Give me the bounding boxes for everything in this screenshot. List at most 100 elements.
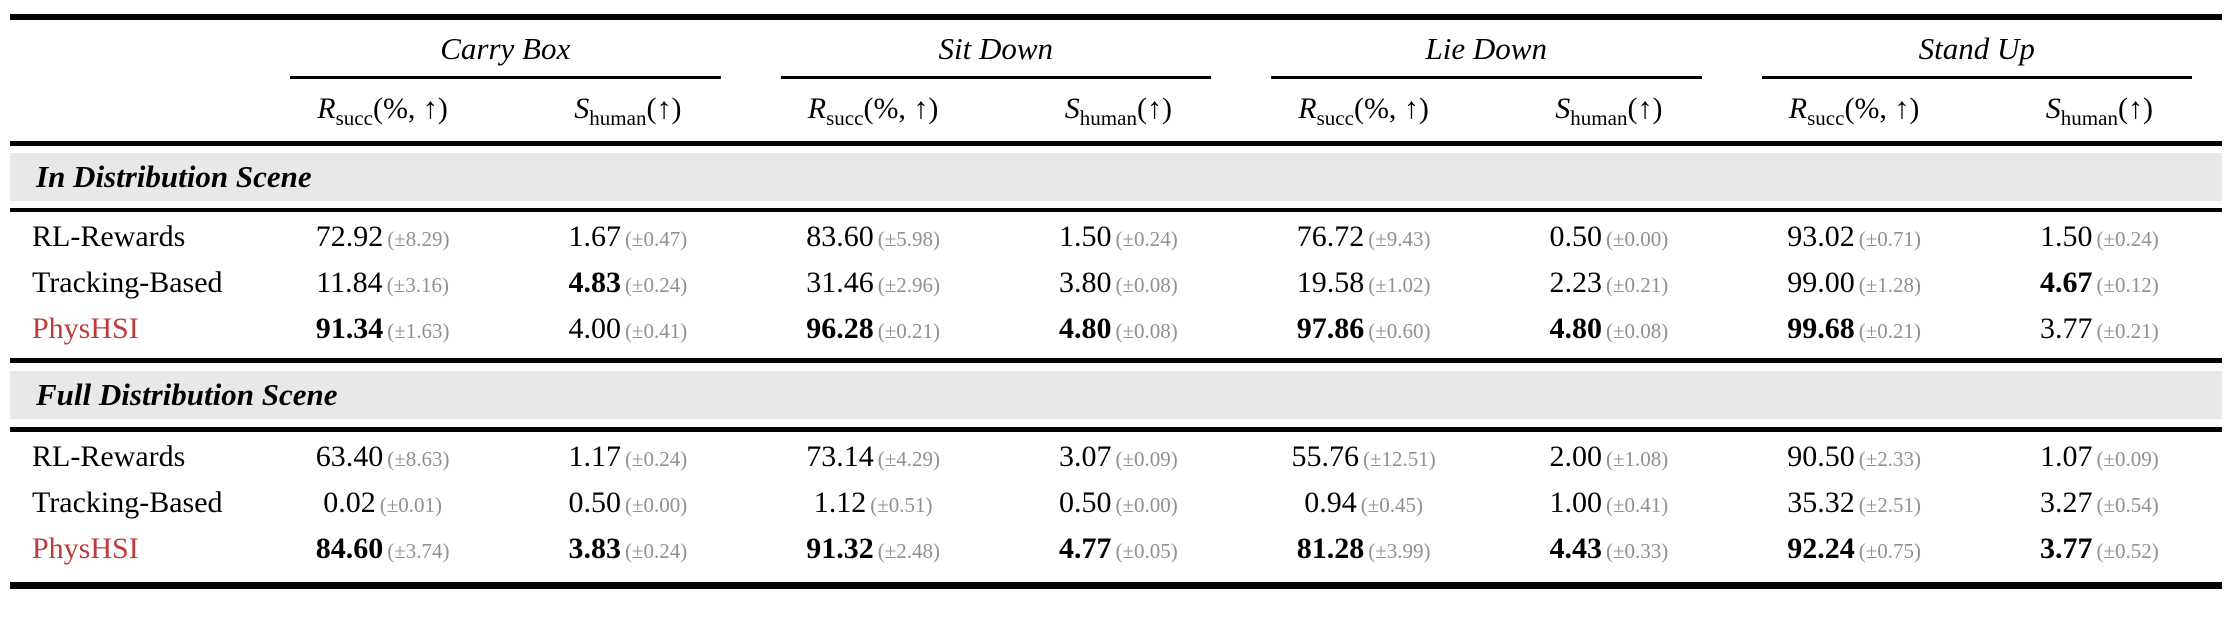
metric-args: (↑) — [646, 92, 682, 125]
metric-cell: 4.77 (±0.05) — [996, 532, 1241, 566]
metric-cell: 1.50 (±0.24) — [1977, 220, 2222, 254]
metric-symbol: R — [1298, 92, 1317, 125]
metric-std: (±12.51) — [1362, 447, 1436, 471]
metric-std: (±0.21) — [1605, 273, 1669, 297]
method-label: RL-Rewards — [32, 220, 186, 253]
metric-cell: 0.50 (±0.00) — [1486, 220, 1731, 254]
metric-header-shuman: Shuman(↑) — [1977, 79, 2222, 141]
metric-cell: 63.40 (±8.63) — [260, 440, 505, 474]
task-group-header-stand-up: Stand Up — [1732, 20, 2223, 79]
metric-symbol: S — [1555, 92, 1571, 125]
metric-value: 99.68 — [1787, 312, 1855, 345]
metric-value: 1.50 — [2039, 220, 2093, 253]
metric-cell: 35.32 (±2.51) — [1732, 486, 1977, 520]
metric-std: (±1.08) — [1605, 447, 1669, 471]
metric-value: 4.67 — [2039, 266, 2093, 299]
metric-cell: 55.76 (±12.51) — [1241, 440, 1486, 474]
metric-subscript: succ — [1807, 106, 1845, 130]
metric-cell: 1.67 (±0.47) — [505, 220, 750, 254]
section-header-full-distribution: Full Distribution Scene — [10, 371, 2222, 419]
metric-subscript: human — [1079, 106, 1137, 130]
section-header-in-distribution: In Distribution Scene — [10, 153, 2222, 201]
metric-subscript: human — [1570, 106, 1628, 130]
method-row-tracking-based: Tracking-Based 0.02 (±0.01) 0.50 (±0.00) 1… — [10, 480, 2222, 526]
metric-value: 3.07 — [1058, 440, 1112, 473]
metric-subscript: succ — [1316, 106, 1354, 130]
metric-header-rsucc: Rsucc(%, ↑) — [1732, 79, 1977, 141]
metric-cell: 2.23 (±0.21) — [1486, 266, 1731, 300]
metric-args: (↑) — [1627, 92, 1663, 125]
metric-std: (±0.60) — [1368, 319, 1431, 343]
metric-cell: 0.50 (±0.00) — [505, 486, 750, 520]
metric-std: (±8.29) — [387, 227, 450, 251]
metric-cell: 3.80 (±0.08) — [996, 266, 1241, 300]
metric-cell: 4.80 (±0.08) — [996, 312, 1241, 346]
metric-cell: 93.02 (±0.71) — [1732, 220, 1977, 254]
metric-std: (±0.51) — [870, 493, 933, 517]
method-label: PhysHSI — [32, 532, 139, 565]
metric-value: 3.77 — [2039, 312, 2093, 345]
metric-value: 1.50 — [1058, 220, 1112, 253]
metric-header-rsucc: Rsucc(%, ↑) — [260, 79, 505, 141]
task-group-title: Sit Down — [780, 30, 1211, 79]
metric-cell: 11.84 (±3.16) — [260, 266, 505, 300]
metric-std: (±0.24) — [2096, 227, 2159, 251]
metric-cell: 1.50 (±0.24) — [996, 220, 1241, 254]
metric-args: (%, ↑) — [1844, 92, 1920, 125]
metric-std: (±8.63) — [387, 447, 450, 471]
metric-std: (±4.29) — [877, 447, 940, 471]
metric-cell: 0.94 (±0.45) — [1241, 486, 1486, 520]
section-body: RL-Rewards 63.40 (±8.63) 1.17 (±0.24) 73.1… — [10, 432, 2222, 572]
metric-cell: 91.32 (±2.48) — [751, 532, 996, 566]
metric-std: (±9.43) — [1368, 227, 1431, 251]
metric-std: (±1.63) — [387, 319, 450, 343]
metric-std: (±0.08) — [1605, 319, 1669, 343]
metric-cell: 97.86 (±0.60) — [1241, 312, 1486, 346]
method-label: PhysHSI — [32, 312, 139, 345]
metric-value: 81.28 — [1296, 532, 1365, 565]
method-row-tracking-based: Tracking-Based 11.84 (±3.16) 4.83 (±0.24) … — [10, 260, 2222, 306]
section-rule — [10, 208, 2222, 212]
metric-value: 2.00 — [1549, 440, 1602, 473]
metric-cell: 84.60 (±3.74) — [260, 532, 505, 566]
metric-cell: 81.28 (±3.99) — [1241, 532, 1486, 566]
task-group-header-row: Carry Box Sit Down Lie Down Stand Up — [10, 20, 2222, 79]
metric-std: (±2.51) — [1858, 493, 1921, 517]
metric-std: (±0.05) — [1115, 539, 1178, 563]
metric-std: (±3.74) — [387, 539, 450, 563]
metric-std: (±1.28) — [1858, 273, 1921, 297]
metric-std: (±3.16) — [386, 273, 449, 297]
metric-value: 96.28 — [806, 312, 874, 345]
metric-std: (±0.24) — [624, 539, 688, 563]
metric-std: (±0.24) — [624, 273, 688, 297]
metric-std: (±0.47) — [624, 227, 688, 251]
metric-value: 2.23 — [1549, 266, 1602, 299]
metric-std: (±0.33) — [1605, 539, 1669, 563]
metric-value: 83.60 — [806, 220, 874, 253]
metric-cell: 92.24 (±0.75) — [1732, 532, 1977, 566]
metric-value: 4.43 — [1549, 532, 1602, 565]
metric-value: 3.80 — [1058, 266, 1112, 299]
metric-value: 4.77 — [1058, 532, 1112, 565]
metric-header-shuman: Shuman(↑) — [1486, 79, 1731, 141]
metric-header-shuman: Shuman(↑) — [505, 79, 750, 141]
section-body: RL-Rewards 72.92 (±8.29) 1.67 (±0.47) 83.6… — [10, 212, 2222, 352]
metric-value: 72.92 — [315, 220, 384, 253]
method-label: Tracking-Based — [32, 266, 223, 299]
metric-header-shuman: Shuman(↑) — [996, 79, 1241, 141]
metric-value: 11.84 — [316, 266, 383, 299]
metric-value: 1.12 — [813, 486, 867, 519]
table-top-rule — [10, 14, 2222, 20]
metric-cell: 31.46 (±2.96) — [751, 266, 996, 300]
metric-cell: 73.14 (±4.29) — [751, 440, 996, 474]
metric-std: (±2.96) — [877, 273, 940, 297]
metric-std: (±0.45) — [1360, 493, 1423, 517]
metric-value: 92.24 — [1787, 532, 1855, 565]
metric-value: 4.80 — [1058, 312, 1112, 345]
metric-cell: 0.02 (±0.01) — [260, 486, 505, 520]
metric-subscript: human — [589, 106, 647, 130]
metric-symbol: R — [317, 92, 336, 125]
task-group-title: Stand Up — [1761, 30, 2192, 79]
metric-args: (↑) — [1136, 92, 1172, 125]
